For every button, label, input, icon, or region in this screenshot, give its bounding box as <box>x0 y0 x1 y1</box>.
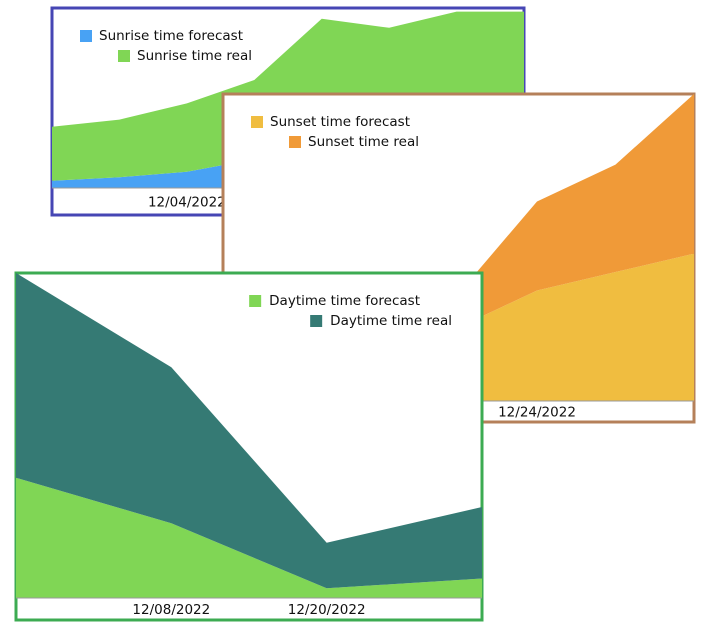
area <box>16 477 482 598</box>
legend-label: Sunrise time real <box>137 48 252 64</box>
legend-label: Daytime time real <box>330 313 452 329</box>
legend-label: Sunset time forecast <box>270 114 410 130</box>
x-tick-label: 12/04/2022 <box>148 195 226 211</box>
legend-swatch <box>251 116 263 128</box>
chart: 12/08/2022 12/20/2022 Daytime time forecas… <box>14 271 484 622</box>
x-tick-label: 12/24/2022 <box>498 405 576 421</box>
legend-label: Daytime time forecast <box>269 293 420 309</box>
legend-swatch <box>249 295 262 307</box>
legend-swatch <box>80 30 92 42</box>
legend-label: Sunrise time forecast <box>99 28 243 44</box>
legend-swatch <box>118 50 130 62</box>
legend-swatch <box>289 136 301 148</box>
legend-label: Sunset time real <box>308 134 419 150</box>
area <box>16 273 482 589</box>
x-tick-label: 12/08/2022 <box>132 602 210 618</box>
x-tick-label: 12/20/2022 <box>288 602 366 618</box>
legend-swatch <box>310 315 323 327</box>
